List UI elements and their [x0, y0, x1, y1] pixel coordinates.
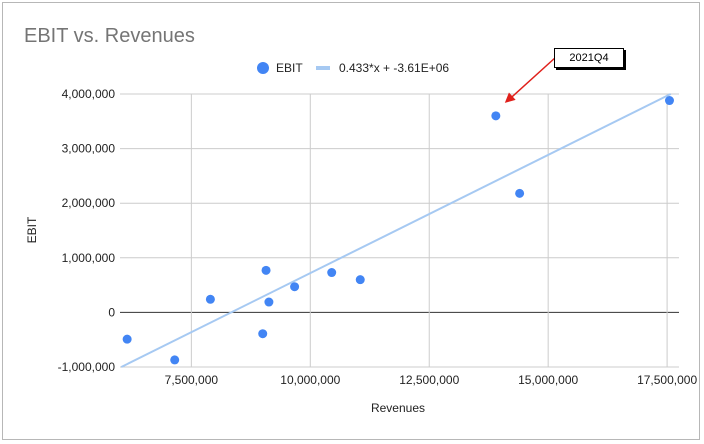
x-axis-label: Revenues	[371, 401, 425, 415]
legend-label-ebit: EBIT	[276, 61, 303, 75]
data-point	[264, 297, 274, 307]
annotation-arrow	[504, 56, 557, 103]
legend-marker-ebit	[257, 62, 269, 74]
y-tick-labels: -1,000,000 0 1,000,000 2,000,000 3,000,000 4,…	[58, 87, 116, 374]
annotation-callout: 2021Q4	[554, 48, 624, 68]
legend-label-trendline: 0.433*x + -3.61E+06	[339, 61, 449, 75]
y-tick-label: 4,000,000	[62, 87, 116, 101]
grid-lines	[120, 93, 679, 368]
data-point	[290, 282, 300, 292]
data-point	[327, 268, 337, 278]
trendline	[120, 93, 672, 368]
x-tick-label: 7,500,000	[165, 373, 219, 387]
data-point	[170, 355, 180, 365]
legend-marker-trendline	[316, 66, 330, 70]
trendline-layer	[120, 93, 672, 368]
y-tick-label: 2,000,000	[62, 196, 116, 210]
y-tick-label: 3,000,000	[62, 142, 116, 156]
data-point	[205, 294, 215, 304]
x-tick-label: 10,000,000	[280, 373, 340, 387]
data-point	[491, 111, 501, 121]
data-point	[122, 334, 132, 344]
y-tick-label: -1,000,000	[58, 360, 116, 374]
y-axis-label: EBIT	[25, 216, 39, 243]
data-points	[122, 96, 674, 365]
legend: EBIT 0.433*x + -3.61E+06	[257, 61, 449, 75]
x-tick-label: 12,500,000	[399, 373, 459, 387]
data-point	[261, 265, 271, 275]
data-point	[355, 275, 365, 285]
annotation-line	[509, 56, 557, 100]
y-tick-label: 1,000,000	[62, 251, 116, 265]
x-tick-labels: 7,500,000 10,000,000 12,500,000 15,000,000 1…	[165, 373, 698, 387]
data-point	[258, 329, 268, 339]
annotation-arrowhead	[504, 92, 516, 103]
data-point	[664, 96, 674, 106]
x-tick-label: 17,500,000	[637, 373, 697, 387]
data-point	[515, 188, 525, 198]
x-tick-label: 15,000,000	[518, 373, 578, 387]
y-tick-label: 0	[108, 305, 115, 319]
chart-title: EBIT vs. Revenues	[24, 25, 195, 47]
